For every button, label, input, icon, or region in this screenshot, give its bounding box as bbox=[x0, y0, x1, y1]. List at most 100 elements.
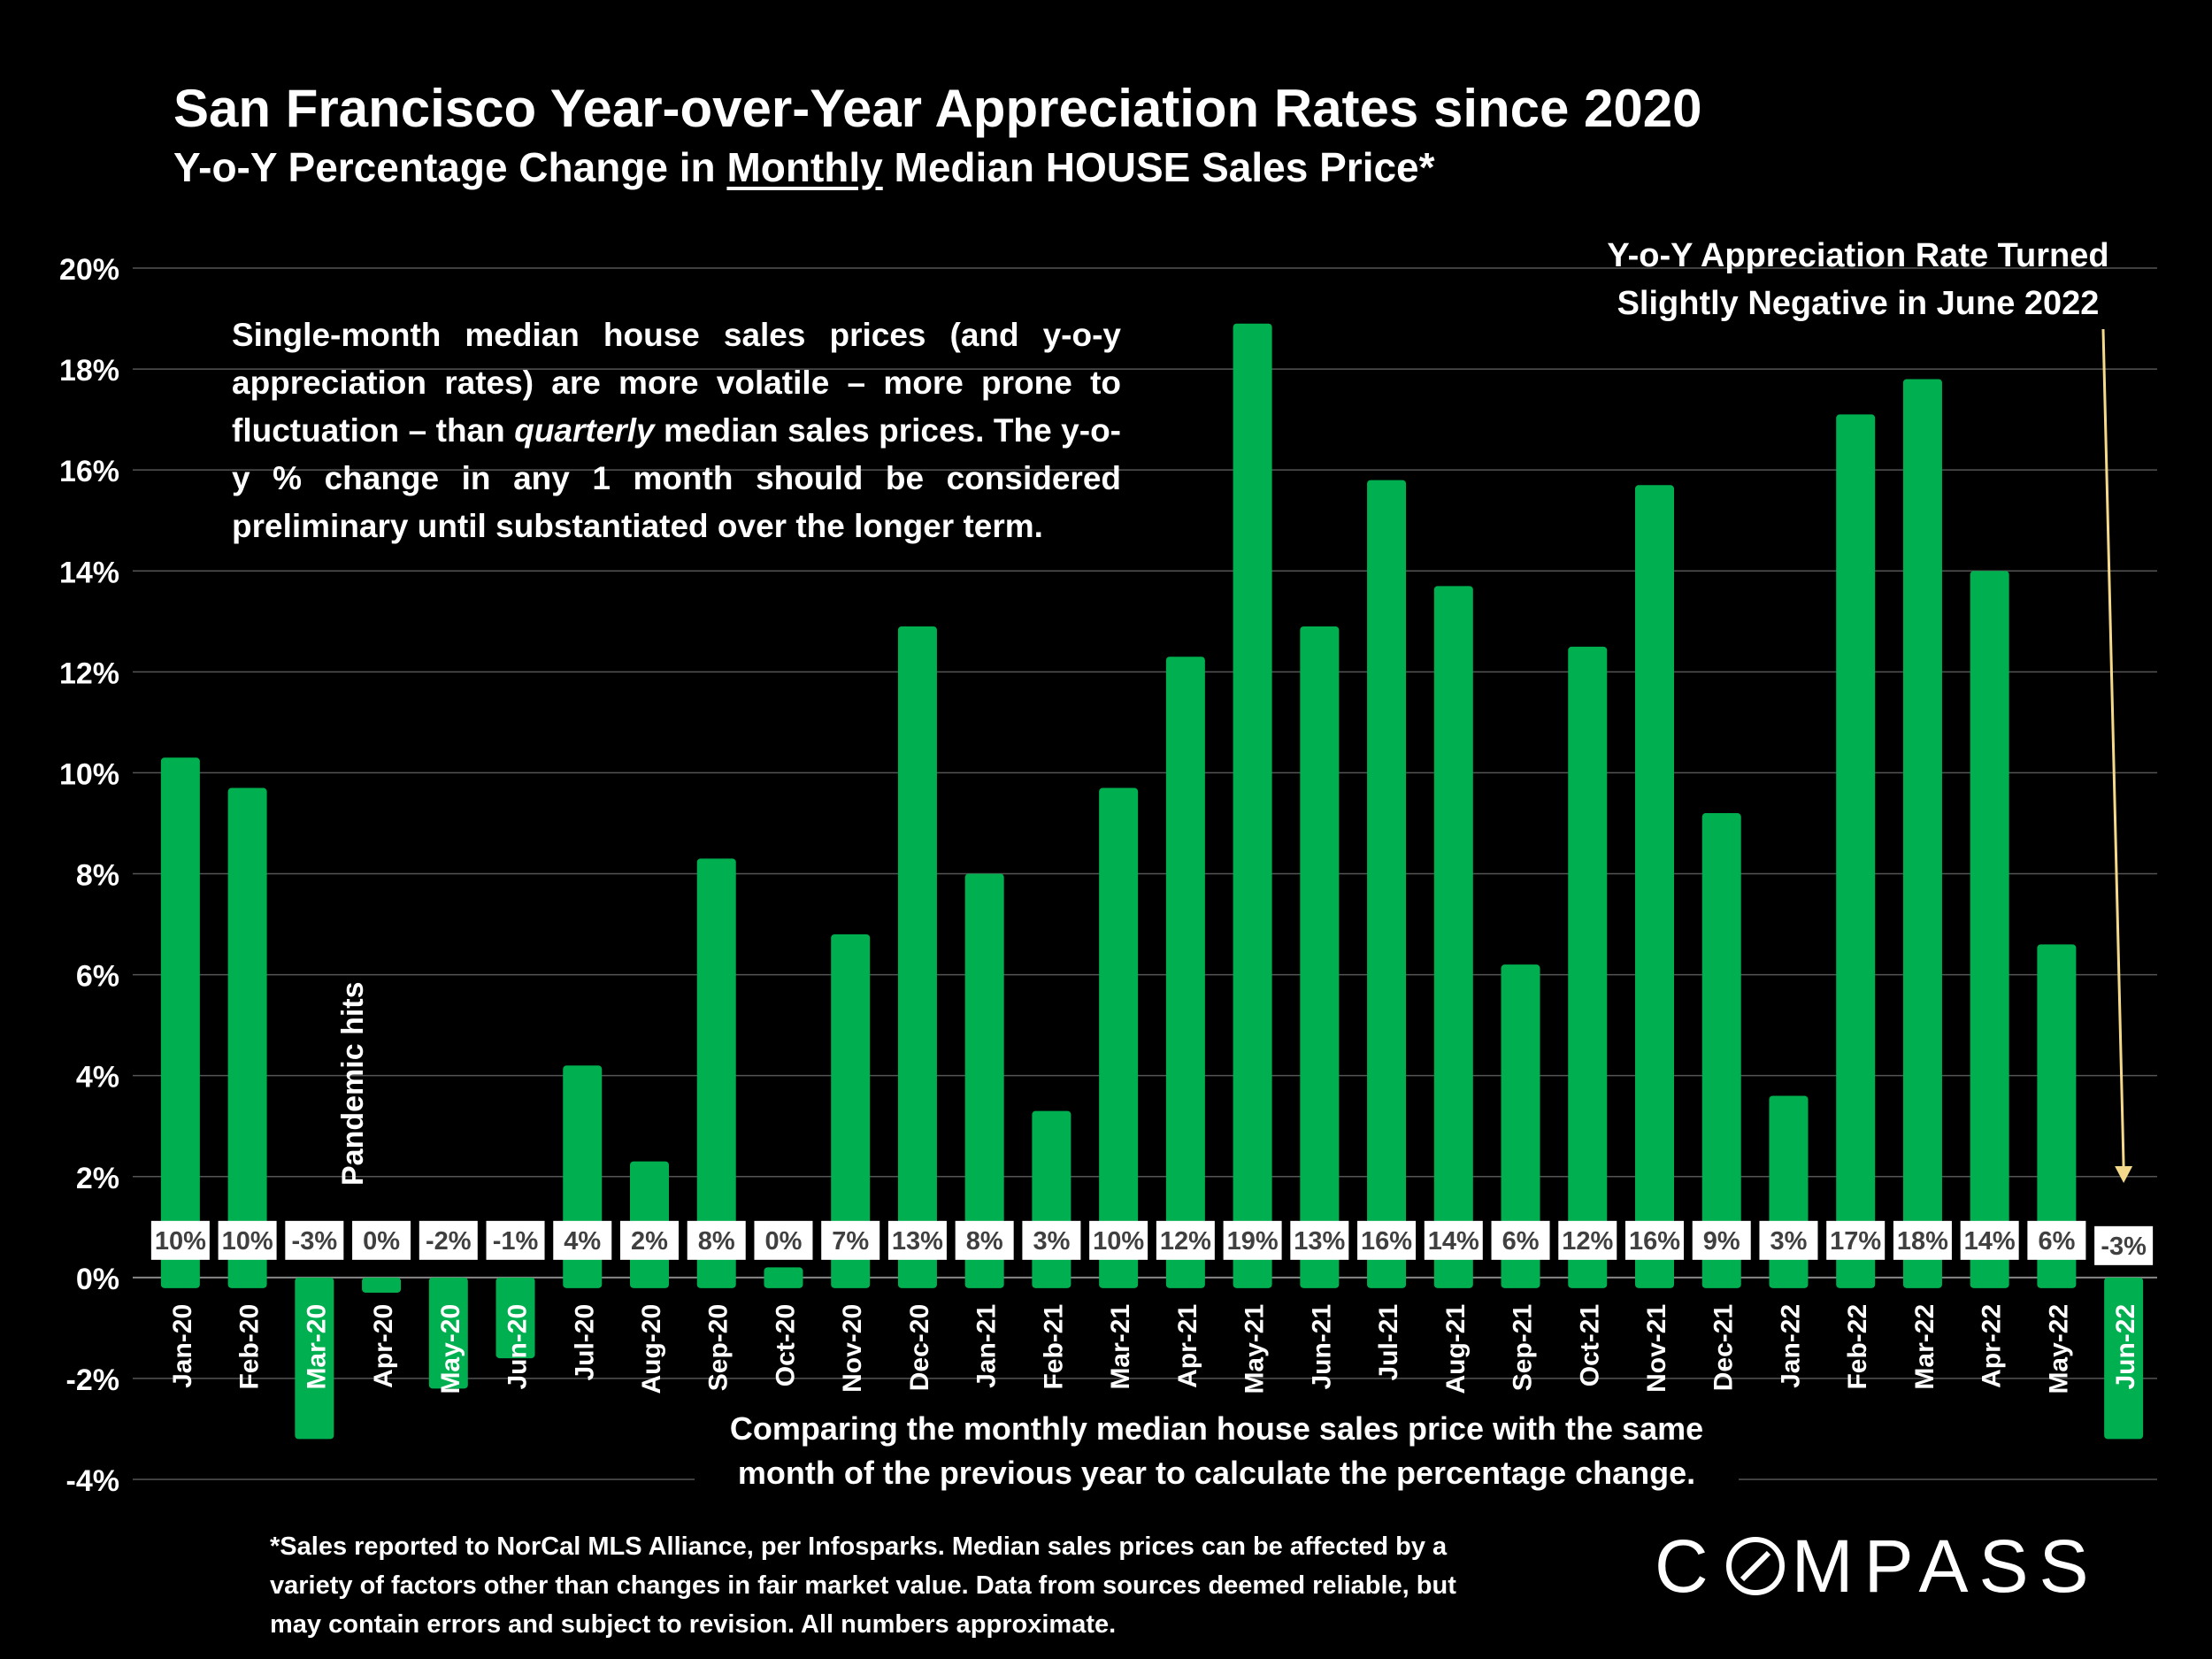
x-tick-label: Nov-21 bbox=[1642, 1304, 1671, 1393]
x-tick-label: Mar-21 bbox=[1106, 1304, 1135, 1390]
arrow-line bbox=[2101, 328, 2125, 1169]
data-label: 14% bbox=[1428, 1227, 1479, 1256]
y-tick-label: 2% bbox=[76, 1162, 119, 1195]
y-tick-label: 20% bbox=[59, 253, 119, 287]
data-label-box bbox=[955, 1220, 1014, 1260]
x-tick-label: Jun-22 bbox=[2111, 1304, 2140, 1390]
x-tick-label: May-22 bbox=[2044, 1304, 2073, 1394]
subtitle-pre: Y-o-Y Percentage Change in bbox=[173, 144, 727, 190]
data-label-box bbox=[2027, 1220, 2086, 1260]
data-label-box bbox=[1826, 1220, 1886, 1260]
bar bbox=[1367, 480, 1407, 1288]
data-label: 16% bbox=[1629, 1227, 1680, 1256]
data-label: 13% bbox=[892, 1227, 943, 1256]
data-label-box bbox=[1022, 1220, 1081, 1260]
data-label-box bbox=[352, 1220, 411, 1260]
data-label: 14% bbox=[1964, 1227, 2016, 1256]
data-label-box bbox=[1089, 1220, 1148, 1260]
bar bbox=[1701, 813, 1741, 1288]
data-label: 13% bbox=[1294, 1227, 1345, 1256]
bar bbox=[1501, 964, 1540, 1288]
x-tick-label: Jan-21 bbox=[972, 1304, 1002, 1388]
data-label: 12% bbox=[1562, 1227, 1613, 1256]
y-tick-label: 14% bbox=[59, 556, 119, 589]
x-tick-label: Jul-20 bbox=[570, 1304, 599, 1381]
chart-title: San Francisco Year-over-Year Appreciatio… bbox=[173, 79, 1702, 138]
bar bbox=[764, 1267, 803, 1288]
y-tick-label: 6% bbox=[76, 960, 119, 994]
x-tick-label: Mar-20 bbox=[302, 1304, 331, 1390]
logo-text-post: MPASS bbox=[1791, 1524, 2100, 1608]
chart-subtitle: Y-o-Y Percentage Change in Monthly Media… bbox=[173, 143, 1435, 191]
data-label-box bbox=[2094, 1225, 2154, 1265]
pandemic-label: Pandemic hits bbox=[336, 981, 370, 1186]
bar bbox=[295, 1277, 334, 1440]
data-label-box bbox=[1759, 1220, 1818, 1260]
y-tick-label: 12% bbox=[59, 657, 119, 690]
x-tick-label: Nov-20 bbox=[838, 1304, 867, 1393]
footnote: *Sales reported to NorCal MLS Alliance, … bbox=[270, 1532, 1456, 1639]
bar bbox=[1165, 657, 1205, 1288]
bar bbox=[428, 1277, 468, 1389]
volatility-text-1: Single-month median house sales prices (… bbox=[232, 317, 1121, 449]
x-tick-label: Feb-22 bbox=[1843, 1304, 1872, 1390]
data-label-box bbox=[1960, 1220, 2019, 1260]
bar bbox=[160, 757, 200, 1288]
bar bbox=[227, 787, 267, 1288]
y-tick-label: 8% bbox=[76, 859, 119, 893]
compass-o-icon bbox=[1725, 1537, 1785, 1595]
x-tick-label: Dec-20 bbox=[905, 1304, 934, 1391]
data-label: 4% bbox=[564, 1227, 601, 1256]
data-label: 16% bbox=[1361, 1227, 1412, 1256]
logo-text-pre: C bbox=[1655, 1524, 1719, 1608]
data-label-box bbox=[1223, 1220, 1282, 1260]
data-label-box bbox=[553, 1220, 612, 1260]
y-tick-label: 4% bbox=[76, 1061, 119, 1094]
data-label: 19% bbox=[1227, 1227, 1279, 1256]
x-tick-label: Feb-20 bbox=[235, 1304, 265, 1390]
arrow-head bbox=[2115, 1166, 2133, 1183]
data-label: 3% bbox=[1770, 1227, 1808, 1256]
data-label: 0% bbox=[363, 1227, 400, 1256]
data-label-box bbox=[1424, 1220, 1483, 1260]
bar bbox=[362, 1277, 402, 1293]
x-tick-label: Jul-21 bbox=[1374, 1304, 1403, 1381]
x-tick-label: Apr-21 bbox=[1173, 1304, 1202, 1388]
y-tick-label: 0% bbox=[76, 1263, 119, 1296]
x-tick-label: Apr-22 bbox=[1978, 1304, 2007, 1388]
volatility-callout: Single-month median house sales prices (… bbox=[232, 311, 1121, 550]
data-label-box bbox=[419, 1220, 478, 1260]
bar bbox=[1300, 626, 1340, 1288]
bar bbox=[1836, 414, 1876, 1288]
y-tick-label: 16% bbox=[59, 455, 119, 488]
x-tick-label: Mar-22 bbox=[1910, 1304, 1939, 1390]
x-tick-label: Aug-20 bbox=[637, 1304, 666, 1394]
bar bbox=[2037, 944, 2077, 1288]
x-tick-label: Jan-20 bbox=[168, 1304, 197, 1388]
data-label: 7% bbox=[832, 1227, 869, 1256]
x-tick-label: Feb-21 bbox=[1039, 1304, 1068, 1390]
data-label-box bbox=[1625, 1220, 1684, 1260]
data-label-box bbox=[218, 1220, 277, 1260]
bar bbox=[2104, 1277, 2144, 1440]
volatility-text-2: median sales prices. The y-o-y % change … bbox=[232, 412, 1121, 544]
data-label: 10% bbox=[1093, 1227, 1144, 1256]
data-label: -3% bbox=[292, 1227, 338, 1256]
data-label: 10% bbox=[155, 1227, 206, 1256]
data-label-box bbox=[1357, 1220, 1417, 1260]
x-tick-label: Dec-21 bbox=[1709, 1304, 1739, 1391]
data-label-box bbox=[285, 1220, 344, 1260]
data-label-box bbox=[1558, 1220, 1617, 1260]
data-label: 18% bbox=[1897, 1227, 1948, 1256]
subtitle-post: Median HOUSE Sales Price* bbox=[882, 144, 1435, 190]
x-tick-label: Oct-20 bbox=[771, 1304, 800, 1386]
data-label: 2% bbox=[631, 1227, 668, 1256]
data-label-box bbox=[620, 1220, 679, 1260]
data-label-box bbox=[754, 1220, 813, 1260]
x-tick-label: May-21 bbox=[1240, 1304, 1270, 1394]
data-label: -1% bbox=[493, 1227, 539, 1256]
data-label-box bbox=[821, 1220, 880, 1260]
data-label-box bbox=[486, 1220, 545, 1260]
bar bbox=[696, 858, 736, 1288]
